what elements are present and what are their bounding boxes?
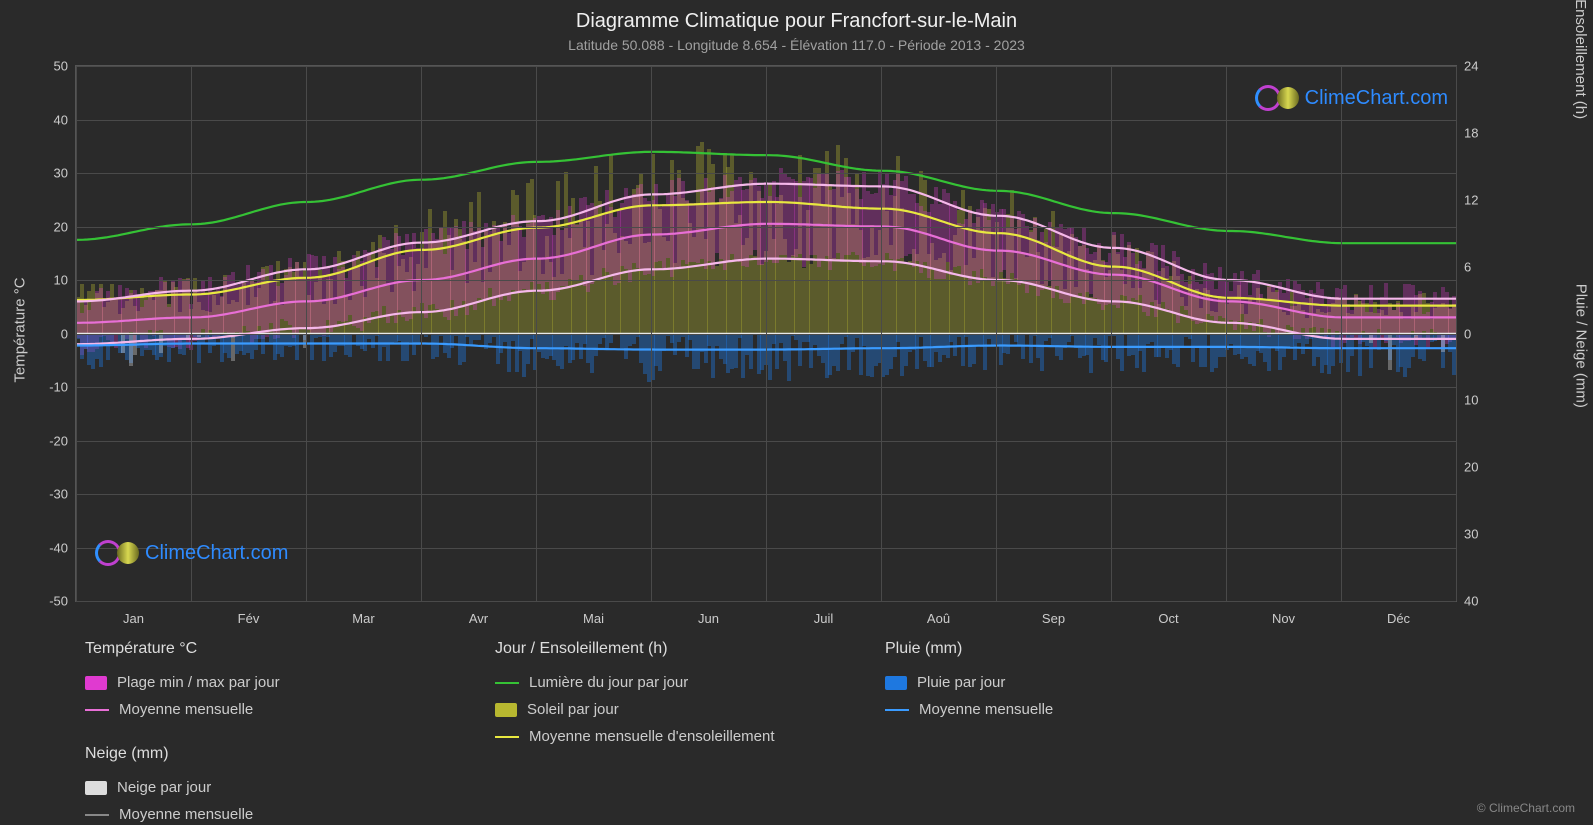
swatch-temp-mean	[85, 709, 109, 711]
swatch-rain-fill	[885, 676, 907, 690]
y-left-tick: 50	[54, 59, 76, 74]
legend-header-snow: Neige (mm)	[85, 745, 385, 763]
y-left-tick: 30	[54, 166, 76, 181]
legend-item-snow-fill: Neige par jour	[85, 779, 385, 796]
legend-item-rain-mean: Moyenne mensuelle	[885, 701, 1185, 718]
x-month-tick: Aoû	[927, 601, 950, 626]
legend-col-rain: Pluie (mm) Pluie par jour Moyenne mensue…	[885, 640, 1185, 745]
y-left-tick: -50	[49, 594, 76, 609]
y-left-axis-title: Température °C	[12, 277, 29, 382]
legend-header-daylight: Jour / Ensoleillement (h)	[495, 640, 855, 658]
legend-item-temp-mean: Moyenne mensuelle	[85, 701, 465, 718]
legend-label: Moyenne mensuelle	[919, 701, 1053, 718]
plot-area: 50403020100-10-20-30-40-5024181260102030…	[75, 65, 1457, 602]
climate-chart: Diagramme Climatique pour Francfort-sur-…	[0, 0, 1593, 825]
y-right-bot-tick: 40	[1456, 594, 1478, 609]
legend-item-daylight: Lumière du jour par jour	[495, 674, 855, 691]
swatch-snow-mean	[85, 814, 109, 816]
copyright-text: © ClimeChart.com	[1477, 801, 1575, 815]
x-month-tick: Déc	[1387, 601, 1410, 626]
x-month-tick: Mai	[583, 601, 604, 626]
y-right-top-axis-title: Jour / Ensoleillement (h)	[1573, 0, 1590, 119]
x-month-tick: Mar	[352, 601, 374, 626]
legend-col-daylight: Jour / Ensoleillement (h) Lumière du jou…	[495, 640, 855, 745]
x-month-tick: Nov	[1272, 601, 1295, 626]
y-left-tick: 10	[54, 273, 76, 288]
swatch-sun-fill	[495, 703, 517, 717]
legend-col-snow: Neige (mm) Neige par jour Moyenne mensue…	[85, 745, 385, 823]
legend-label: Moyenne mensuelle d'ensoleillement	[529, 728, 775, 745]
legend-item-snow-mean: Moyenne mensuelle	[85, 806, 385, 823]
y-right-top-tick: 24	[1456, 59, 1478, 74]
chart-subtitle: Latitude 50.088 - Longitude 8.654 - Élév…	[0, 33, 1593, 53]
y-left-tick: -10	[49, 380, 76, 395]
y-left-tick: 0	[61, 326, 76, 341]
legend-item-sun-fill: Soleil par jour	[495, 701, 855, 718]
x-month-tick: Juil	[814, 601, 834, 626]
legend-label: Lumière du jour par jour	[529, 674, 688, 691]
y-right-top-tick: 0	[1456, 326, 1471, 341]
legend-col-temp: Température °C Plage min / max par jour …	[85, 640, 465, 745]
legend-header-temp: Température °C	[85, 640, 465, 658]
brand-text: ClimeChart.com	[145, 542, 288, 565]
legend: Température °C Plage min / max par jour …	[85, 640, 1525, 823]
legend-label: Moyenne mensuelle	[119, 806, 253, 823]
y-left-tick: 40	[54, 112, 76, 127]
swatch-rain-mean	[885, 709, 909, 711]
x-month-tick: Jan	[123, 601, 144, 626]
brand-text: ClimeChart.com	[1305, 87, 1448, 110]
y-right-bot-axis-title: Pluie / Neige (mm)	[1573, 284, 1590, 408]
y-left-tick: -20	[49, 433, 76, 448]
watermark-logo-bottom: ClimeChart.com	[95, 540, 288, 566]
x-month-tick: Jun	[698, 601, 719, 626]
legend-item-sun-mean: Moyenne mensuelle d'ensoleillement	[495, 728, 855, 745]
logo-sphere-icon	[1277, 87, 1299, 109]
swatch-daylight	[495, 682, 519, 684]
legend-label: Plage min / max par jour	[117, 674, 280, 691]
logo-sphere-icon	[117, 542, 139, 564]
x-month-tick: Sep	[1042, 601, 1065, 626]
y-right-top-tick: 12	[1456, 192, 1478, 207]
x-month-tick: Oct	[1158, 601, 1178, 626]
y-right-bot-tick: 10	[1456, 393, 1478, 408]
legend-item-rain-fill: Pluie par jour	[885, 674, 1185, 691]
swatch-snow-fill	[85, 781, 107, 795]
watermark-logo-top: ClimeChart.com	[1255, 85, 1448, 111]
legend-header-rain: Pluie (mm)	[885, 640, 1185, 658]
chart-title: Diagramme Climatique pour Francfort-sur-…	[0, 0, 1593, 33]
swatch-temp-range	[85, 676, 107, 690]
x-month-tick: Avr	[469, 601, 488, 626]
swatch-sun-mean	[495, 736, 519, 738]
x-month-tick: Fév	[238, 601, 260, 626]
legend-label: Neige par jour	[117, 779, 211, 796]
y-left-tick: -30	[49, 487, 76, 502]
y-right-top-tick: 18	[1456, 125, 1478, 140]
y-right-bot-tick: 30	[1456, 527, 1478, 542]
y-right-bot-tick: 20	[1456, 460, 1478, 475]
y-left-tick: -40	[49, 540, 76, 555]
y-left-tick: 20	[54, 219, 76, 234]
y-right-top-tick: 6	[1456, 259, 1471, 274]
legend-label: Soleil par jour	[527, 701, 619, 718]
legend-item-temp-range: Plage min / max par jour	[85, 674, 465, 691]
legend-label: Pluie par jour	[917, 674, 1005, 691]
legend-label: Moyenne mensuelle	[119, 701, 253, 718]
